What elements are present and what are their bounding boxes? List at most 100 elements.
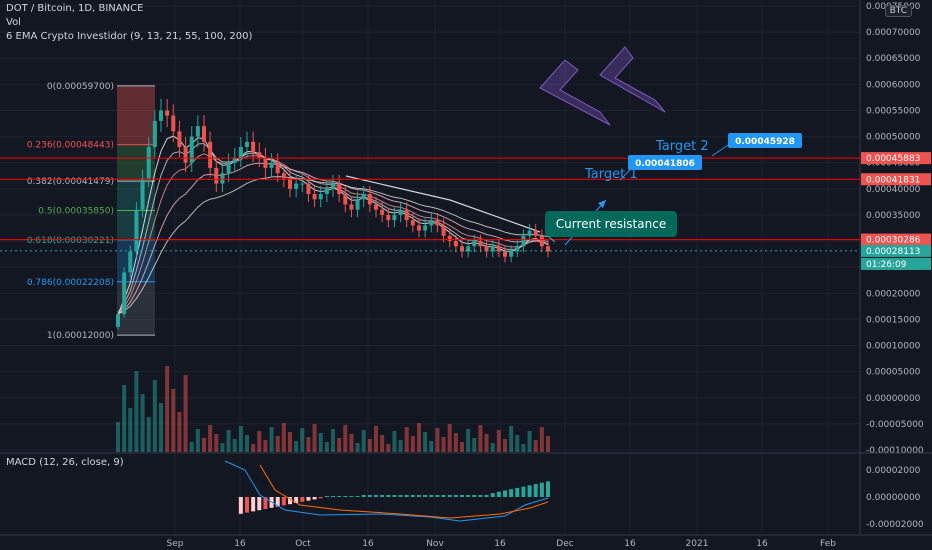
- macd-histogram-bar: [478, 495, 483, 497]
- price-tag-label: 0.00041831: [866, 175, 920, 185]
- volume-bar: [435, 428, 440, 452]
- macd-histogram-bar: [331, 496, 335, 497]
- macd-histogram-bar: [417, 495, 421, 497]
- macd-histogram-bar: [251, 497, 256, 512]
- target-1-label: Target 1: [584, 167, 638, 182]
- price-tick-label: -0.00010000: [866, 446, 924, 456]
- time-tick-label: Sep: [167, 539, 184, 549]
- candle-body: [527, 230, 532, 236]
- volume-bar: [165, 366, 170, 452]
- volume-bar: [410, 436, 415, 452]
- candle-body: [238, 147, 243, 158]
- candle-body: [490, 246, 495, 252]
- macd-histogram-bar: [398, 495, 403, 497]
- chevron-arrow-shape: [599, 46, 666, 113]
- fib-zone: [117, 85, 155, 145]
- candle-body: [177, 131, 182, 148]
- currency-badge[interactable]: BTC: [884, 5, 912, 17]
- volume-bar: [490, 443, 495, 452]
- candle-body: [232, 157, 237, 163]
- candle-body: [220, 173, 225, 184]
- candle-body: [288, 178, 292, 189]
- volume-bar: [539, 427, 544, 452]
- candle-body: [312, 194, 317, 200]
- candle-body: [208, 141, 213, 168]
- volume-bar: [374, 426, 378, 452]
- macd-histogram-bar: [466, 495, 471, 497]
- volume-bar: [404, 427, 409, 452]
- candle-body: [349, 204, 354, 210]
- macd-histogram-bar: [429, 495, 434, 497]
- volume-label: Vol: [6, 17, 21, 28]
- candle-body: [441, 225, 446, 236]
- candle-body: [281, 173, 286, 179]
- price-tick-label: 0.00055000: [866, 106, 921, 116]
- volume-bar: [367, 439, 372, 452]
- price-tag-label: 0.00028113: [866, 247, 920, 257]
- candle-body: [337, 183, 342, 195]
- candle-body: [128, 251, 133, 273]
- candle-body: [306, 183, 311, 195]
- price-tag: [861, 152, 931, 165]
- signal-line: [259, 464, 549, 519]
- volume-bar: [183, 375, 188, 452]
- candle-body: [189, 136, 194, 163]
- candle-body: [478, 241, 483, 247]
- candle-body: [539, 235, 544, 247]
- volume-bar: [263, 440, 268, 452]
- price-tick-label: 0.00010000: [866, 342, 921, 352]
- volume-bar: [349, 434, 354, 452]
- macd-histogram-bar: [447, 495, 452, 497]
- macd-histogram-bar: [472, 495, 477, 497]
- volume-bar: [503, 439, 507, 452]
- time-tick-label: 2021: [686, 539, 709, 549]
- candle-body: [453, 241, 458, 247]
- fib-level-label: 0(0.00059700): [47, 82, 114, 92]
- time-tick-label: Dec: [556, 539, 573, 549]
- macd-histogram-bar: [300, 497, 305, 502]
- resistance-callout-label: Current resistance: [556, 217, 666, 231]
- volume-bar: [318, 433, 323, 452]
- fib-level-label: 0.382(0.00041479): [27, 177, 114, 187]
- volume-bar: [245, 435, 249, 452]
- candle-body: [367, 194, 372, 205]
- price-tag: [861, 257, 931, 270]
- macd-histogram-bar: [435, 495, 440, 497]
- volume-bar: [269, 427, 274, 452]
- volume-bar: [116, 422, 120, 452]
- candle-body: [263, 157, 268, 168]
- volume-bar: [275, 436, 280, 452]
- volume-bar: [460, 442, 464, 452]
- time-tick-label: Feb: [820, 539, 836, 549]
- candle-body: [140, 178, 145, 210]
- macd-line: [224, 460, 549, 522]
- volume-bar: [484, 434, 489, 452]
- candle-body: [134, 209, 139, 252]
- candle-body: [410, 220, 415, 226]
- candle-body: [146, 147, 151, 179]
- candle-body: [195, 126, 200, 137]
- volume-bar: [398, 440, 403, 452]
- candle-body: [386, 214, 391, 221]
- candle-body: [380, 209, 385, 215]
- time-tick-label: 16: [756, 539, 768, 549]
- volume-bar: [453, 433, 458, 452]
- volume-bar: [294, 441, 299, 452]
- candle-body: [546, 246, 550, 252]
- volume-bar: [232, 439, 237, 452]
- volume-bar: [257, 431, 262, 452]
- chevron-arrow-shape: [539, 59, 611, 126]
- macd-histogram-bar: [521, 486, 526, 497]
- candle-body: [324, 188, 329, 195]
- macd-histogram-bar: [294, 497, 299, 503]
- volume-bar: [361, 430, 366, 452]
- candle-body: [429, 220, 434, 226]
- candle-body: [343, 194, 348, 205]
- volume-bar: [159, 403, 163, 452]
- volume-bar: [527, 431, 532, 452]
- target-2-badge: [728, 133, 802, 148]
- volume-bar: [226, 430, 231, 452]
- macd-histogram-bar: [509, 489, 514, 497]
- volume-bar: [140, 394, 145, 452]
